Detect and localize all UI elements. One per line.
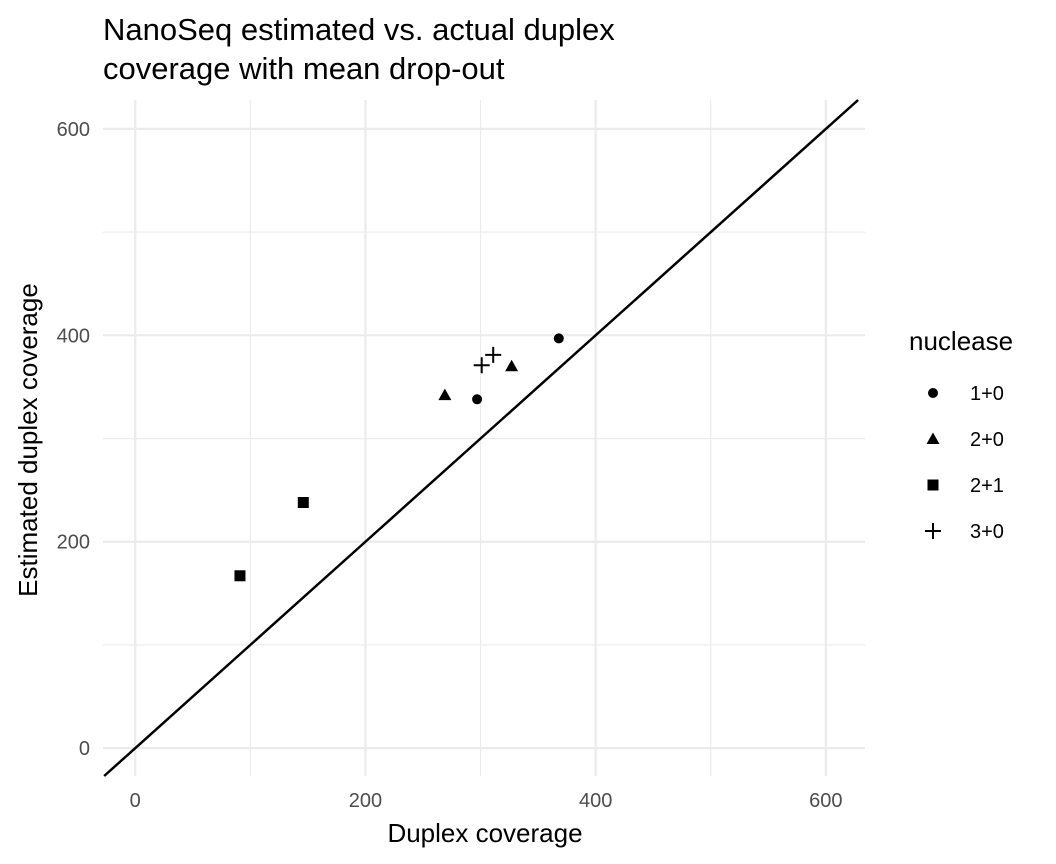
chart-title-line-2: coverage with mean drop-out bbox=[103, 51, 505, 86]
chart-title-line-1: NanoSeq estimated vs. actual duplex bbox=[103, 12, 615, 47]
legend-key-square bbox=[927, 479, 939, 491]
legend-label: 2+0 bbox=[970, 429, 1004, 451]
data-points bbox=[234, 333, 564, 582]
x-axis-title: Duplex coverage bbox=[387, 818, 582, 848]
legend-key-triangle bbox=[926, 432, 940, 444]
identity-line-path bbox=[103, 99, 859, 777]
legend-key-plus bbox=[925, 523, 941, 539]
data-point-triangle bbox=[505, 359, 519, 372]
y-tick-label: 0 bbox=[79, 738, 90, 760]
legend-title: nuclease bbox=[909, 326, 1013, 356]
data-point-plus bbox=[473, 357, 490, 374]
legend-label: 3+0 bbox=[970, 521, 1004, 543]
y-tick-label: 200 bbox=[57, 532, 90, 554]
identity-line bbox=[103, 99, 859, 777]
data-point-square bbox=[297, 497, 309, 509]
data-point-circle bbox=[472, 394, 483, 405]
y-axis-ticks: 0 200 400 600 bbox=[57, 119, 90, 760]
chart-title: NanoSeq estimated vs. actual duplex cove… bbox=[103, 12, 615, 86]
x-tick-label: 400 bbox=[579, 790, 612, 812]
legend-label: 1+0 bbox=[970, 383, 1004, 405]
grid-lines bbox=[103, 100, 865, 776]
data-point-square bbox=[234, 570, 246, 582]
y-axis-title: Estimated duplex coverage bbox=[13, 283, 43, 597]
legend-key-circle bbox=[928, 388, 938, 398]
x-axis-ticks: 0 200 400 600 bbox=[130, 790, 843, 812]
x-tick-label: 600 bbox=[809, 790, 842, 812]
data-point-circle bbox=[553, 333, 564, 344]
y-tick-label: 400 bbox=[57, 325, 90, 347]
legend-label: 2+1 bbox=[970, 475, 1004, 497]
x-tick-label: 200 bbox=[349, 790, 382, 812]
x-tick-label: 0 bbox=[130, 790, 141, 812]
data-point-plus bbox=[485, 346, 502, 363]
data-point-triangle bbox=[438, 388, 452, 401]
y-tick-label: 600 bbox=[57, 119, 90, 141]
legend: nuclease 1+0 2+0 2+1 3+0 bbox=[909, 326, 1013, 543]
